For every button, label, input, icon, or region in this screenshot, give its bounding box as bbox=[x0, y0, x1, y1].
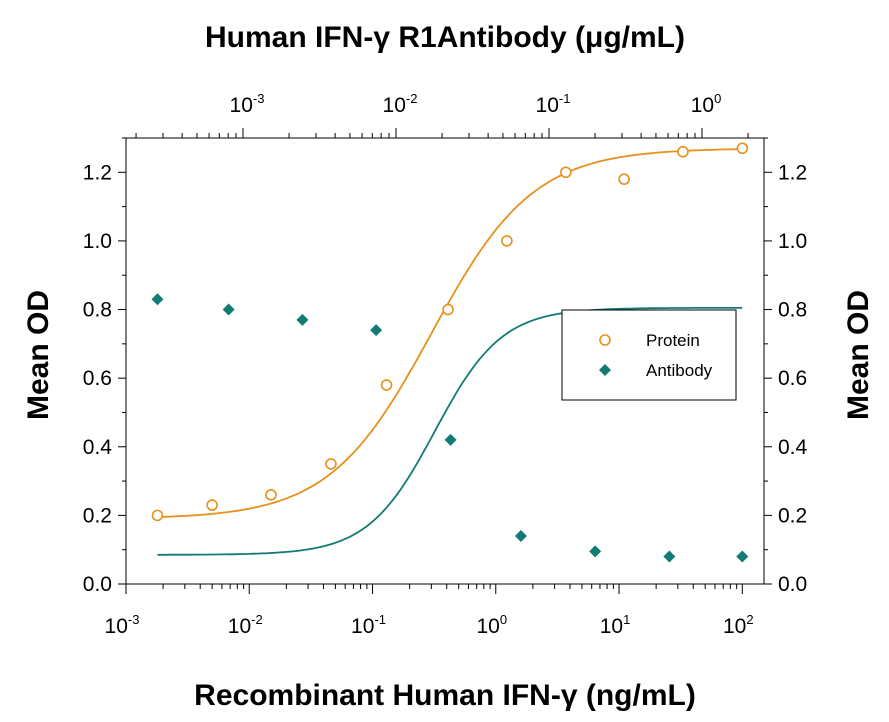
fitted-curves bbox=[157, 148, 743, 556]
antibody-fit-curve bbox=[157, 306, 743, 556]
legend-antibody-label: Antibody bbox=[646, 361, 713, 380]
x-tick-label: 10-1 bbox=[351, 612, 386, 638]
protein-data-point bbox=[151, 509, 164, 522]
y-tick-label-right: 0.6 bbox=[778, 367, 807, 390]
y-tick-label-right: 0.0 bbox=[778, 573, 807, 596]
y-axis-label-left: Mean OD bbox=[22, 290, 55, 420]
y-tick-label-left: 0.0 bbox=[83, 573, 112, 596]
antibody-data-point bbox=[151, 293, 164, 306]
y-tick-label-right: 0.2 bbox=[778, 504, 807, 527]
protein-data-point bbox=[442, 303, 454, 316]
y-tick-label-left: 0.2 bbox=[83, 504, 112, 527]
y-tick-label-left: 0.6 bbox=[83, 367, 112, 390]
top-tick-label: 10-2 bbox=[383, 91, 418, 117]
protein-data-point bbox=[501, 235, 513, 247]
y-tick-label-right: 1.2 bbox=[778, 161, 807, 184]
antibody-data-point bbox=[222, 303, 235, 316]
y-tick-label-left: 0.8 bbox=[83, 299, 112, 322]
protein-data-point bbox=[265, 488, 277, 501]
data-points bbox=[151, 142, 749, 563]
antibody-data-point bbox=[444, 433, 457, 446]
legend-antibody-marker bbox=[599, 364, 611, 376]
protein-fit-curve bbox=[157, 148, 743, 518]
top-tick-label: 10-1 bbox=[536, 91, 571, 117]
y-tick-label-left: 1.2 bbox=[83, 161, 112, 184]
antibody-data-point bbox=[736, 550, 749, 563]
y-tick-label-right: 0.8 bbox=[778, 299, 807, 322]
legend-protein-marker bbox=[599, 334, 611, 346]
protein-data-point bbox=[380, 379, 393, 391]
legend: Protein Antibody bbox=[561, 309, 737, 401]
y-tick-label-right: 1.0 bbox=[778, 230, 807, 253]
antibody-data-point bbox=[514, 529, 527, 542]
legend-protein-label: Protein bbox=[646, 331, 700, 350]
y-tick-label-left: 1.0 bbox=[83, 230, 112, 253]
x-tick-label: 10-3 bbox=[105, 612, 140, 638]
y-tick-label-right: 0.4 bbox=[778, 436, 808, 459]
top-tick-label: 100 bbox=[691, 91, 722, 117]
protein-data-point bbox=[206, 499, 218, 511]
antibody-data-point bbox=[296, 313, 309, 326]
axes: 0.0 0.0 0.2 0.2 0.4 0.4 0.6 0.6 0.8 0.8 1.0 1.0 1.2 1… bbox=[83, 91, 808, 638]
chart-title: Human IFN-γ R1Antibody (μg/mL) bbox=[205, 21, 685, 54]
antibody-data-point bbox=[663, 550, 676, 563]
y-axis-label-right: Mean OD bbox=[842, 290, 875, 420]
x-axis-label: Recombinant Human IFN-γ (ng/mL) bbox=[194, 679, 696, 712]
legend-box bbox=[561, 309, 737, 401]
protein-data-point bbox=[560, 166, 572, 179]
top-tick-label: 10-3 bbox=[230, 91, 265, 117]
protein-data-point bbox=[325, 458, 337, 470]
protein-data-point bbox=[736, 142, 749, 155]
protein-data-point bbox=[677, 145, 689, 158]
x-tick-label: 102 bbox=[723, 612, 754, 638]
antibody-data-point bbox=[370, 324, 383, 337]
y-tick-label-left: 0.4 bbox=[83, 436, 113, 459]
x-tick-label: 10-2 bbox=[228, 612, 263, 638]
x-tick-label: 101 bbox=[600, 612, 631, 638]
protein-data-point bbox=[618, 173, 630, 185]
antibody-data-point bbox=[589, 545, 602, 558]
x-tick-label: 100 bbox=[476, 612, 507, 638]
